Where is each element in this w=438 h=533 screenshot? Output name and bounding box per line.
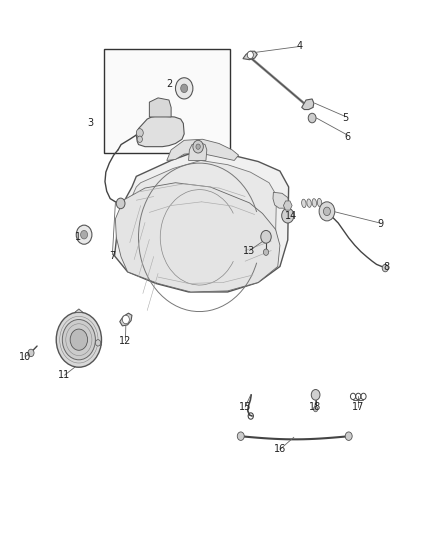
Polygon shape xyxy=(243,51,257,60)
Circle shape xyxy=(311,390,320,400)
Text: 12: 12 xyxy=(119,336,131,346)
Ellipse shape xyxy=(317,198,322,207)
Circle shape xyxy=(282,208,294,223)
Text: 3: 3 xyxy=(88,118,94,128)
Circle shape xyxy=(95,340,101,346)
Text: 15: 15 xyxy=(239,402,251,412)
Circle shape xyxy=(196,144,200,149)
Text: 2: 2 xyxy=(166,78,172,88)
Polygon shape xyxy=(120,313,132,326)
Text: 5: 5 xyxy=(342,113,348,123)
Ellipse shape xyxy=(312,199,317,207)
Polygon shape xyxy=(115,151,289,292)
Circle shape xyxy=(314,407,318,412)
Circle shape xyxy=(193,140,203,153)
Text: 4: 4 xyxy=(297,42,303,52)
Circle shape xyxy=(116,198,125,209)
Text: 10: 10 xyxy=(19,352,32,361)
Text: 1: 1 xyxy=(74,232,81,243)
Polygon shape xyxy=(283,201,292,210)
Circle shape xyxy=(263,249,268,255)
Circle shape xyxy=(247,51,253,59)
Text: 18: 18 xyxy=(309,402,321,412)
Circle shape xyxy=(176,78,193,99)
Text: 9: 9 xyxy=(377,219,383,229)
Circle shape xyxy=(261,230,271,243)
Circle shape xyxy=(319,202,335,221)
Ellipse shape xyxy=(307,199,311,207)
Circle shape xyxy=(323,207,330,216)
Circle shape xyxy=(122,316,129,324)
Polygon shape xyxy=(149,98,171,117)
Ellipse shape xyxy=(302,199,306,208)
Circle shape xyxy=(382,264,389,272)
Polygon shape xyxy=(273,192,289,208)
Circle shape xyxy=(308,114,316,123)
Text: 14: 14 xyxy=(285,211,297,221)
Text: 7: 7 xyxy=(109,251,116,261)
Polygon shape xyxy=(116,183,280,292)
Circle shape xyxy=(28,349,34,357)
Polygon shape xyxy=(136,116,184,147)
Text: 16: 16 xyxy=(274,445,286,455)
Text: 6: 6 xyxy=(344,132,350,142)
Circle shape xyxy=(136,128,143,137)
Circle shape xyxy=(345,432,352,440)
Circle shape xyxy=(62,319,95,360)
Circle shape xyxy=(70,329,88,350)
Bar xyxy=(104,49,230,152)
Text: 11: 11 xyxy=(58,370,71,380)
Circle shape xyxy=(56,312,102,367)
Circle shape xyxy=(137,136,142,142)
Polygon shape xyxy=(188,142,207,160)
Polygon shape xyxy=(124,160,276,278)
Circle shape xyxy=(76,225,92,244)
Circle shape xyxy=(237,432,244,440)
Circle shape xyxy=(181,84,187,93)
Circle shape xyxy=(81,230,88,239)
Text: 17: 17 xyxy=(352,402,364,412)
Text: 8: 8 xyxy=(384,262,390,271)
Polygon shape xyxy=(167,139,239,160)
Polygon shape xyxy=(74,309,83,313)
Text: 13: 13 xyxy=(244,246,256,256)
Polygon shape xyxy=(302,99,314,110)
